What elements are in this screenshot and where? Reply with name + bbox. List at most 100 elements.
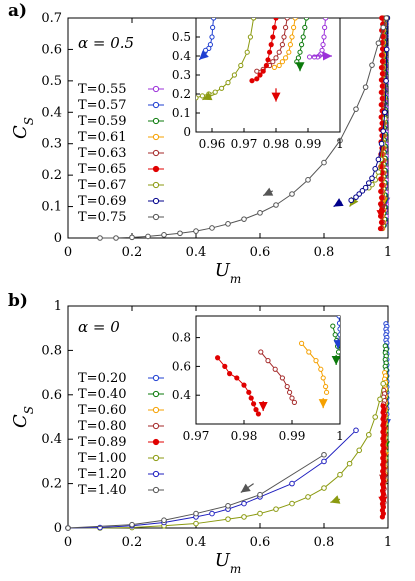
inset-data-point [276, 49, 282, 55]
inset-data-point [251, 401, 257, 407]
trend-arrow-head [330, 495, 341, 504]
data-point [209, 225, 215, 231]
data-point [289, 500, 295, 507]
y-tick-label: 0 [54, 231, 62, 246]
inset-data-point [253, 407, 259, 413]
inset-data-point [287, 42, 293, 48]
inset-data-point [270, 34, 276, 40]
x-tick-label: 0 [64, 245, 72, 260]
inset-data-point [225, 80, 231, 86]
y-axis-label: CS [10, 406, 36, 428]
x-tick-label: 1 [384, 245, 392, 260]
x-axis-label: Um [215, 260, 242, 286]
inset-data-point [265, 358, 271, 364]
trend-arrow-head [376, 210, 386, 220]
data-point [383, 46, 390, 53]
data-point [337, 137, 343, 144]
inset-data-point [306, 349, 312, 355]
data-point [193, 520, 199, 527]
inset-y-tick-label: 0.4 [172, 49, 191, 63]
legend-marker [152, 486, 160, 494]
inset-data-point [281, 34, 287, 40]
data-point [369, 62, 375, 68]
data-point [346, 460, 353, 467]
inset-data-point [238, 62, 244, 69]
inset-data-point [284, 18, 290, 21]
inset-x-tick-label: 0.98 [263, 137, 290, 151]
legend-marker [152, 197, 160, 205]
legend-marker [152, 165, 160, 173]
data-point [375, 40, 382, 46]
inset-data-point [323, 389, 330, 395]
x-tick-label: 0 [64, 535, 72, 550]
panel-label: a) [8, 1, 27, 21]
alpha-annotation: α = 0 [78, 318, 120, 336]
legend-marker [152, 101, 160, 109]
inset-trend-arrow-head [323, 51, 332, 61]
legend-label: T=0.60 [78, 403, 127, 418]
data-point [161, 517, 167, 524]
inset-data-point [303, 18, 309, 21]
inset-data-point [222, 363, 228, 369]
legend-label: T=1.20 [78, 467, 127, 482]
x-tick-label: 0.6 [250, 535, 271, 550]
inset-data-point [321, 34, 327, 40]
data-point [113, 235, 119, 241]
x-tick-label: 0.8 [314, 535, 335, 550]
inset-trend-arrow-head [202, 91, 213, 101]
inset-data-point [254, 68, 260, 74]
data-point [375, 169, 382, 175]
inset-y-tick-label: 0.5 [172, 30, 191, 44]
inset-data-point [257, 72, 263, 78]
trend-arrow-head [333, 198, 344, 207]
inset-data-point [212, 89, 218, 95]
y-axis-label: CS [10, 117, 36, 139]
series-line [67, 429, 357, 529]
series-T=0.89 [378, 403, 388, 520]
data-point [257, 510, 263, 517]
inset-data-point [283, 55, 289, 61]
inset-data-point [227, 371, 233, 377]
inset-y-tick-label: 0.2 [172, 87, 191, 101]
inset-x-tick-label: 1 [336, 429, 344, 443]
inset-data-point [272, 366, 278, 372]
inset-data-point [211, 18, 217, 21]
inset-data-point [279, 42, 285, 48]
legend-label: T=0.75 [78, 210, 127, 225]
inset-data-point [289, 395, 295, 401]
inset-data-point [251, 18, 257, 21]
series-T=0.65 [376, 15, 386, 232]
data-point [161, 232, 167, 238]
inset-data-point [267, 49, 273, 55]
inset-plot: 0.96 0.97 0.98 0.99 1 0 0.1 0.2 0.3 0.4 0.5 [172, 17, 344, 151]
legend-label: T=0.65 [78, 162, 127, 177]
inset-data-point [247, 34, 253, 40]
inset-data-point [244, 49, 250, 55]
data-point [379, 514, 385, 520]
data-point [305, 494, 311, 500]
legend-marker [152, 390, 160, 398]
legend-label: T=1.00 [78, 451, 127, 466]
data-point [337, 471, 343, 478]
data-point [378, 52, 385, 58]
inset-data-point [335, 349, 340, 355]
data-point [65, 525, 71, 531]
inset-data-point [322, 24, 328, 31]
inset-data-point [299, 42, 305, 48]
inset-data-point [332, 332, 338, 338]
data-point [257, 210, 263, 216]
data-point [353, 194, 359, 200]
inset-x-tick-label: 0.99 [279, 429, 306, 443]
data-point [379, 95, 385, 102]
inset-data-point [260, 68, 266, 74]
data-point [305, 177, 311, 183]
data-point [379, 195, 385, 201]
legend-label: T=0.59 [78, 114, 127, 129]
data-point [383, 15, 390, 21]
inset-trend-arrow-head [295, 62, 305, 72]
inset-data-point [313, 358, 319, 364]
inset-data-point [307, 54, 313, 60]
legend-marker [152, 406, 160, 414]
inset-plot: 0.97 0.98 0.99 1 0.4 0.6 0.8 [172, 315, 344, 443]
inset-data-point [337, 332, 340, 338]
